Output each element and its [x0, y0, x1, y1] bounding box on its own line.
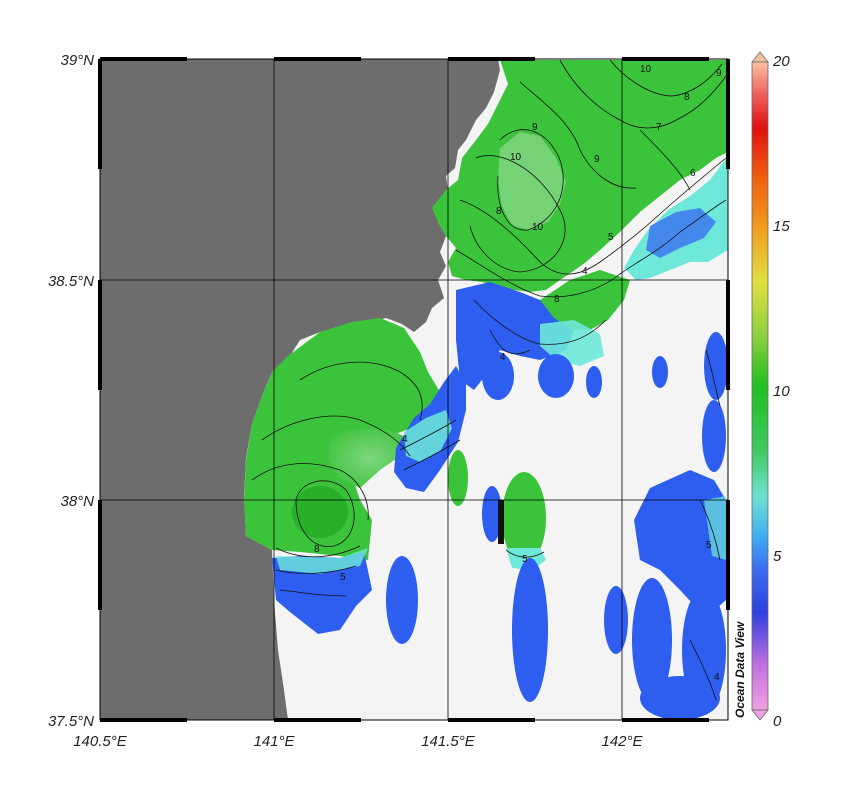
contour-label: 8 — [684, 92, 690, 103]
contour-label: 9 — [594, 154, 600, 165]
data-region-south-lightgreen — [328, 428, 412, 488]
contour-label: 5 — [706, 540, 712, 551]
data-blob — [702, 400, 726, 472]
lat-label-39n: 39°N — [60, 52, 94, 69]
colorbar-tick-20: 20 — [772, 53, 790, 70]
graticule — [100, 59, 728, 720]
lon-label-140-5e: 140.5°E — [73, 733, 128, 750]
data-blob — [502, 472, 546, 564]
ocean-data-view-credit: Ocean Data View — [733, 621, 747, 718]
colorbar-tick-5: 5 — [773, 548, 782, 565]
contour-label: 8 — [554, 294, 560, 305]
lat-label-38n: 38°N — [60, 493, 94, 510]
data-blob — [586, 366, 602, 398]
land-mass — [100, 59, 500, 720]
contour-label: 8 — [314, 544, 320, 555]
contour-label: 4 — [402, 434, 408, 445]
data-blob — [512, 558, 548, 702]
data-blob — [632, 578, 672, 702]
data-blob — [652, 356, 668, 388]
data-blob — [704, 496, 726, 560]
contour-label: 10 — [510, 152, 522, 163]
contour-label: 4 — [714, 672, 720, 683]
data-region-shelf-green — [540, 270, 630, 330]
data-region-south-blue — [272, 552, 372, 634]
contour-label: 6 — [690, 168, 696, 179]
contour-label: 5 — [522, 554, 528, 565]
lon-label-142e: 142°E — [601, 733, 643, 750]
contour-label: 10 — [532, 222, 544, 233]
contour-label: 5 — [340, 572, 346, 583]
contour-label: 7 — [656, 122, 662, 133]
data-region-south-cyan — [276, 548, 368, 574]
lat-label-38-5n: 38.5°N — [48, 273, 94, 290]
colorbar-tick-0: 0 — [773, 713, 782, 730]
data-blob — [538, 354, 574, 398]
colorbar-bottom-cap — [751, 709, 769, 721]
lon-label-141e: 141°E — [253, 733, 295, 750]
colorbar: 20 15 10 5 0 — [751, 51, 790, 730]
colorbar-top-cap — [751, 51, 769, 63]
data-blob — [640, 676, 720, 720]
data-blob — [704, 332, 728, 400]
lon-label-141-5e: 141.5°E — [421, 733, 476, 750]
contour-label-group: 10 10 10 9 9 9 8 8 8 8 7 6 5 5 5 5 4 4 4… — [314, 64, 722, 683]
data-region-north-lightgreen — [498, 132, 566, 230]
contour-label: 5 — [608, 232, 614, 243]
data-blob — [604, 586, 628, 654]
data-blob — [482, 352, 514, 400]
contour-label: 10 — [640, 64, 652, 75]
contour-label: 8 — [496, 206, 502, 217]
lat-label-37-5n: 37.5°N — [48, 713, 94, 730]
colorbar-gradient — [751, 61, 769, 711]
data-blob — [498, 500, 504, 544]
contour-label: 4 — [582, 266, 588, 277]
data-blob — [386, 556, 418, 644]
contour-label: 9 — [716, 68, 722, 79]
contour-lines — [251, 59, 727, 701]
contour-label: 9 — [532, 122, 538, 133]
data-hotspot-green — [292, 486, 348, 538]
data-blob — [448, 450, 468, 506]
data-region-north-green — [432, 60, 728, 292]
contour-label: 4 — [500, 352, 506, 363]
colorbar-tick-15: 15 — [773, 218, 790, 235]
frame-scale-bars — [98, 57, 730, 722]
colorbar-tick-10: 10 — [773, 383, 790, 400]
